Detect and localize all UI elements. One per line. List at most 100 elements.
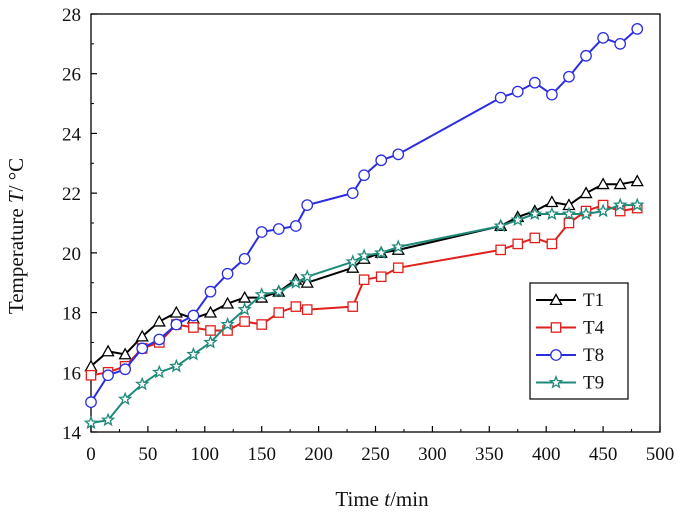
data-point-t9	[595, 203, 611, 218]
legend-marker	[549, 293, 563, 306]
data-point-t9	[391, 239, 406, 254]
data-point-t8	[102, 369, 114, 382]
legend-marker	[550, 349, 562, 361]
legend-item-t9: T9	[536, 373, 604, 394]
data-point-t8	[511, 85, 524, 98]
data-point-t9	[288, 275, 304, 289]
data-point-t4	[347, 301, 359, 312]
data-point-t9	[117, 391, 133, 406]
data-point-t4	[205, 325, 216, 336]
data-point-t8	[597, 32, 609, 44]
data-point-t8	[494, 91, 507, 104]
data-point-t4	[495, 244, 507, 256]
series-layer	[83, 23, 645, 430]
x-tick-label: 300	[418, 444, 447, 465]
data-point-t8	[580, 49, 592, 62]
data-point-t8	[255, 226, 268, 238]
data-point-t1	[630, 174, 644, 187]
x-tick-label: 150	[247, 444, 276, 465]
data-point-t8	[346, 187, 359, 200]
data-point-t9	[271, 284, 286, 298]
x-tick-label: 50	[138, 444, 157, 465]
data-point-t8	[272, 223, 285, 235]
data-point-t1	[220, 296, 235, 309]
data-point-t9	[510, 212, 525, 227]
data-point-t4	[301, 304, 313, 315]
data-point-t1	[346, 260, 360, 273]
data-point-t9	[254, 287, 269, 301]
data-point-t8	[204, 285, 217, 298]
data-point-t4	[392, 262, 404, 274]
legend-item-t4: T4	[536, 318, 605, 339]
data-point-t8	[289, 220, 302, 232]
y-tick-label: 28	[62, 5, 81, 26]
y-axis-title: Temperature T/ °C	[4, 158, 28, 314]
data-point-t9	[630, 197, 645, 212]
y-tick-label: 18	[62, 304, 81, 325]
data-point-t1	[101, 344, 115, 357]
data-point-t8	[563, 70, 575, 83]
data-point-t4	[239, 316, 250, 327]
legend-marker	[550, 322, 562, 333]
data-point-t8	[375, 154, 388, 167]
data-point-t8	[614, 37, 627, 50]
y-tick-label: 26	[62, 65, 81, 86]
data-point-t8	[301, 199, 314, 211]
legend-item-t1: T1	[536, 290, 604, 311]
data-point-t9	[169, 358, 184, 373]
data-point-t8	[238, 252, 251, 265]
y-axis: 14 16 18 20 22 24 26 28	[62, 5, 97, 444]
data-point-t8	[528, 76, 541, 89]
x-tick-label: 200	[304, 444, 333, 465]
data-point-t9	[373, 245, 389, 259]
series-t4	[85, 199, 643, 381]
x-tick-label: 0	[86, 444, 96, 465]
data-point-t4	[290, 301, 302, 312]
data-point-t4	[358, 274, 370, 286]
data-point-t8	[153, 333, 166, 346]
data-point-t9	[578, 206, 594, 221]
data-point-t1	[545, 195, 559, 208]
data-point-t8	[136, 342, 149, 355]
data-point-t9	[544, 206, 560, 221]
y-tick-label: 16	[62, 363, 81, 384]
legend-item-t8: T8	[536, 345, 604, 366]
y-tick-label: 14	[62, 423, 82, 444]
data-point-t8	[631, 23, 644, 35]
data-point-t4	[563, 217, 575, 229]
data-point-t1	[579, 186, 593, 199]
data-point-t9	[345, 254, 360, 268]
data-point-t9	[134, 376, 150, 391]
y-tick-label: 20	[62, 244, 81, 265]
data-point-t9	[237, 301, 252, 316]
data-point-t8	[187, 309, 200, 322]
data-point-t9	[186, 346, 201, 361]
data-point-t8	[392, 148, 405, 161]
data-point-t9	[493, 218, 508, 233]
data-point-t8	[221, 267, 234, 280]
legend-label: T1	[583, 290, 604, 311]
data-point-t1	[135, 329, 149, 342]
data-point-t1	[203, 305, 218, 318]
data-point-t1	[300, 275, 314, 288]
x-tick-label: 250	[361, 444, 390, 465]
series-t9	[83, 197, 645, 430]
series-t8	[85, 23, 644, 409]
data-point-t9	[152, 364, 167, 379]
data-point-t9	[83, 415, 99, 430]
legend-label: T9	[583, 373, 604, 394]
data-point-t9	[356, 248, 372, 262]
y-tick-label: 24	[62, 124, 82, 145]
legend-marker	[548, 374, 564, 389]
y-tick-label: 22	[62, 184, 81, 205]
data-point-t9	[561, 206, 577, 221]
data-point-t4	[529, 232, 541, 244]
data-point-t9	[220, 316, 235, 331]
x-axis: 0 50 100 150 200 250 300 350 400 450 500	[86, 426, 674, 465]
data-point-t8	[546, 88, 558, 101]
data-point-t8	[358, 169, 370, 182]
legend: T1 T4 T8 T9	[529, 282, 629, 400]
data-point-t8	[85, 396, 97, 409]
data-point-t8	[119, 363, 132, 376]
data-point-t4	[85, 369, 97, 381]
